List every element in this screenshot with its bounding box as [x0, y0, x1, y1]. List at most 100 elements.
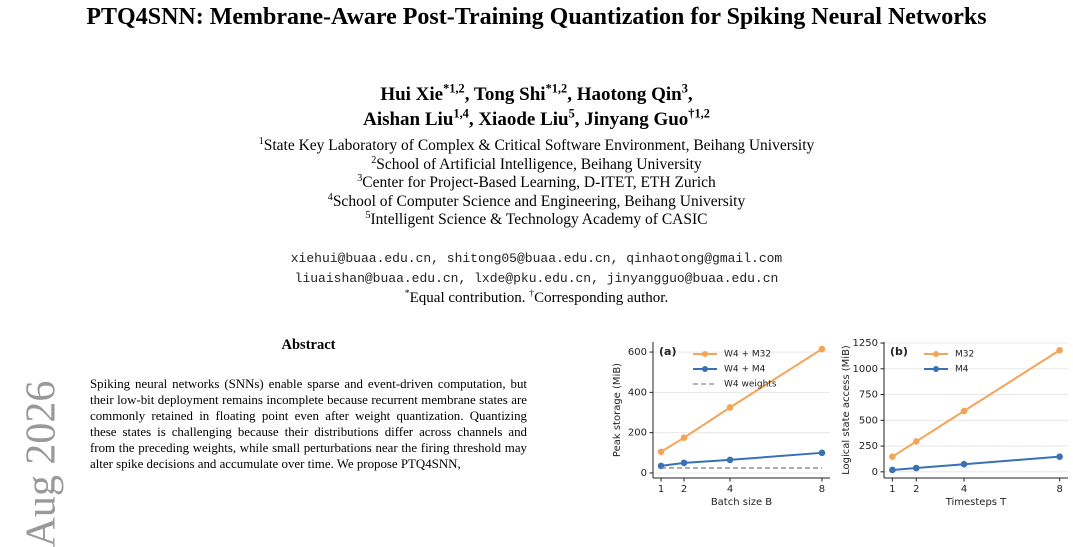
point [960, 407, 968, 415]
author-mark: 5 [568, 106, 575, 121]
point [818, 345, 826, 353]
y-tick-label: 0 [641, 468, 647, 479]
y-axis-label: Peak storage (MiB) [612, 363, 623, 457]
legend-label: W4 weights [724, 380, 777, 390]
author-mark: *1,2 [443, 81, 465, 96]
y-axis-label: Logical state access (MiB) [841, 345, 852, 475]
affiliation-mark: 4 [327, 191, 333, 203]
email-line: xiehui@buaa.edu.cn, shitong05@buaa.edu.c… [290, 251, 783, 266]
affiliation-text: School of Computer Science and Engineeri… [332, 192, 746, 210]
email-line: liuaishan@buaa.edu.cn, lxde@pku.edu.cn, … [294, 271, 779, 286]
legend-marker [702, 366, 708, 372]
note-mark: * [404, 288, 410, 299]
y-tick-label: 1250 [853, 338, 878, 349]
affiliations: 1State Key Laboratory of Complex & Criti… [0, 135, 1073, 230]
author-punct: , [468, 109, 474, 130]
y-tick-label: 400 [628, 387, 647, 398]
x-axis-label: Batch size B [711, 497, 772, 508]
line [892, 455, 1060, 471]
panel-label: (a) [659, 345, 676, 358]
legend-marker [702, 351, 708, 357]
affiliation-text: Center for Project-Based Learning, D-ITE… [362, 174, 716, 191]
y-tick-label: 250 [859, 441, 878, 452]
page: PTQ4SNN: Membrane-Aware Post-Training Qu… [0, 4, 1073, 547]
x-tick-label: 2 [913, 484, 919, 495]
legend-label: W4 + M32 [724, 350, 771, 360]
point [680, 434, 688, 442]
x-tick-label: 4 [727, 484, 733, 495]
note-mark: † [529, 288, 535, 299]
abstract-heading: Abstract [281, 337, 336, 353]
panel-label: (b) [890, 345, 908, 358]
x-tick-label: 2 [681, 484, 687, 495]
chart: 0 250 500 750 1000 1250 1 2 4 8 Timesteps T Logical… [841, 338, 1068, 508]
point [889, 453, 896, 460]
author-name: Jinyang Guo [584, 109, 689, 130]
line [660, 451, 823, 467]
point [726, 456, 734, 464]
affiliation-text: State Key Laboratory of Complex & Critic… [263, 137, 815, 154]
affiliation: 4School of Computer Science and Engineer… [0, 191, 1073, 212]
x-tick-label: 4 [961, 484, 967, 495]
author-name: Hui Xie [380, 84, 444, 105]
point [818, 449, 826, 457]
affiliation: 2School of Artificial Intelligence, Beih… [0, 154, 1073, 175]
legend-marker [933, 366, 939, 372]
author-name: Tong Shi [473, 84, 546, 105]
y-tick-label: 750 [859, 390, 878, 401]
point [1056, 453, 1063, 460]
legend-label: M4 [955, 365, 969, 375]
point [960, 460, 968, 468]
chart: 0 200 400 600 1 2 4 8 Batch size B Peak storage (… [612, 342, 830, 508]
note-text: Equal contribution. [409, 290, 530, 306]
author-mark: 3 [681, 81, 688, 96]
contribution-note: *Equal contribution. †Corresponding auth… [0, 288, 1073, 307]
point [889, 466, 896, 474]
affiliation-mark: 2 [371, 154, 377, 166]
author-mark: 1,4 [453, 106, 469, 121]
point [912, 464, 920, 472]
affiliation: 5Intelligent Science & Technology Academ… [0, 209, 1073, 230]
author-punct: , [574, 109, 580, 130]
author-line: Hui Xie*1,2, Tong Shi*1,2, Haotong Qin3, [0, 81, 1073, 107]
emails: xiehui@buaa.edu.cn, shitong05@buaa.edu.c… [0, 249, 1073, 289]
point [680, 459, 688, 467]
author-name: Aishan Liu [363, 109, 454, 130]
line [660, 348, 823, 453]
y-tick-label: 600 [628, 347, 647, 358]
author-name: Haotong Qin [576, 84, 682, 105]
note-text: Corresponding author. [534, 290, 669, 306]
point [1056, 346, 1063, 354]
legend-label: M32 [955, 350, 974, 360]
affiliation-mark: 3 [357, 172, 363, 184]
paper-title: PTQ4SNN: Membrane-Aware Post-Training Qu… [86, 4, 987, 30]
y-tick-label: 500 [859, 415, 878, 426]
author-punct: , [687, 84, 693, 105]
y-tick-label: 200 [628, 428, 647, 439]
y-tick-label: 1000 [853, 364, 878, 375]
abstract-text: Spiking neural networks (SNNs) enable sp… [90, 377, 527, 471]
x-tick-label: 8 [819, 484, 825, 495]
author-punct: , [464, 84, 470, 105]
author-mark: *1,2 [545, 81, 568, 96]
affiliation-text: School of Artificial Intelligence, Beiha… [376, 155, 702, 173]
x-tick-label: 8 [1056, 484, 1062, 495]
margin-stamp: Aug 2026 [18, 380, 65, 547]
x-tick-label: 1 [889, 484, 895, 495]
affiliation: 3Center for Project-Based Learning, D-IT… [0, 172, 1073, 193]
author-mark: †1,2 [688, 106, 710, 121]
affiliation-mark: 1 [258, 135, 264, 147]
y-tick-label: 0 [872, 467, 878, 478]
line [891, 349, 1061, 458]
legend-marker [933, 351, 939, 357]
author-punct: , [567, 84, 572, 105]
point [726, 404, 734, 411]
affiliation-mark: 5 [365, 209, 371, 221]
affiliation: 1State Key Laboratory of Complex & Criti… [0, 135, 1073, 156]
x-axis-label: Timesteps T [945, 497, 1007, 508]
affiliation-text: Intelligent Science & Technology Academy… [370, 211, 708, 228]
author-line: Aishan Liu1,4, Xiaode Liu5, Jinyang Guo†… [0, 106, 1073, 132]
point [657, 448, 665, 456]
legend-label: W4 + M4 [724, 365, 766, 375]
x-tick-label: 1 [658, 484, 664, 495]
